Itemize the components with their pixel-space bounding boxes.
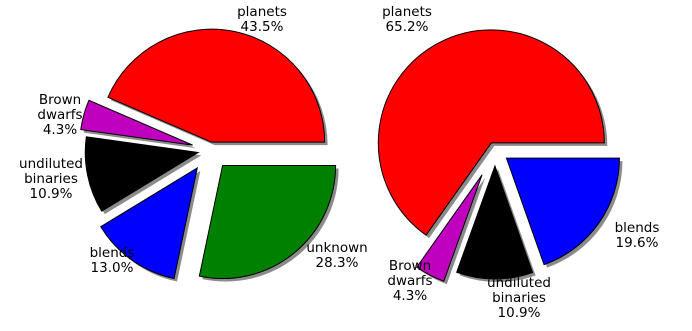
pie-slice-brown-dwarfs: [416, 174, 483, 282]
slice-label-unknown: unknown 28.3%: [306, 240, 367, 271]
slice-label-undiluted-binaries: undiluted binaries 10.9%: [19, 156, 83, 202]
pie-slice-undiluted-binaries: [456, 164, 534, 280]
slice-label-planets: planets 65.2%: [382, 4, 432, 35]
slice-label-brown-dwarfs: Brown dwarfs 4.3%: [387, 258, 432, 304]
pie-slice-brown-dwarfs: [80, 99, 193, 146]
pie-slice-planets: [107, 28, 326, 143]
pie-slice-undiluted-binaries: [84, 136, 200, 212]
slice-label-blends: blends 13.0%: [90, 245, 135, 276]
pie-slice-blends: [100, 166, 199, 280]
slice-label-planets: planets 43.5%: [237, 4, 287, 35]
pie-chart-2: planets 65.2% Brown dwarfs 4.3% undiluted bina…: [377, 4, 660, 321]
pie-slice-unknown: [198, 165, 337, 279]
slice-label-brown-dwarfs: Brown dwarfs 4.3%: [37, 92, 82, 138]
pie-slice-blends: [505, 157, 620, 266]
slice-label-blends: blends 19.6%: [615, 220, 660, 251]
pie-slice-planets: [377, 29, 605, 236]
pie-chart-1: planets 43.5% Brown dwarfs 4.3% undiluted bina…: [19, 4, 368, 282]
slice-label-undiluted-binaries: undiluted binaries 10.9%: [487, 275, 551, 321]
